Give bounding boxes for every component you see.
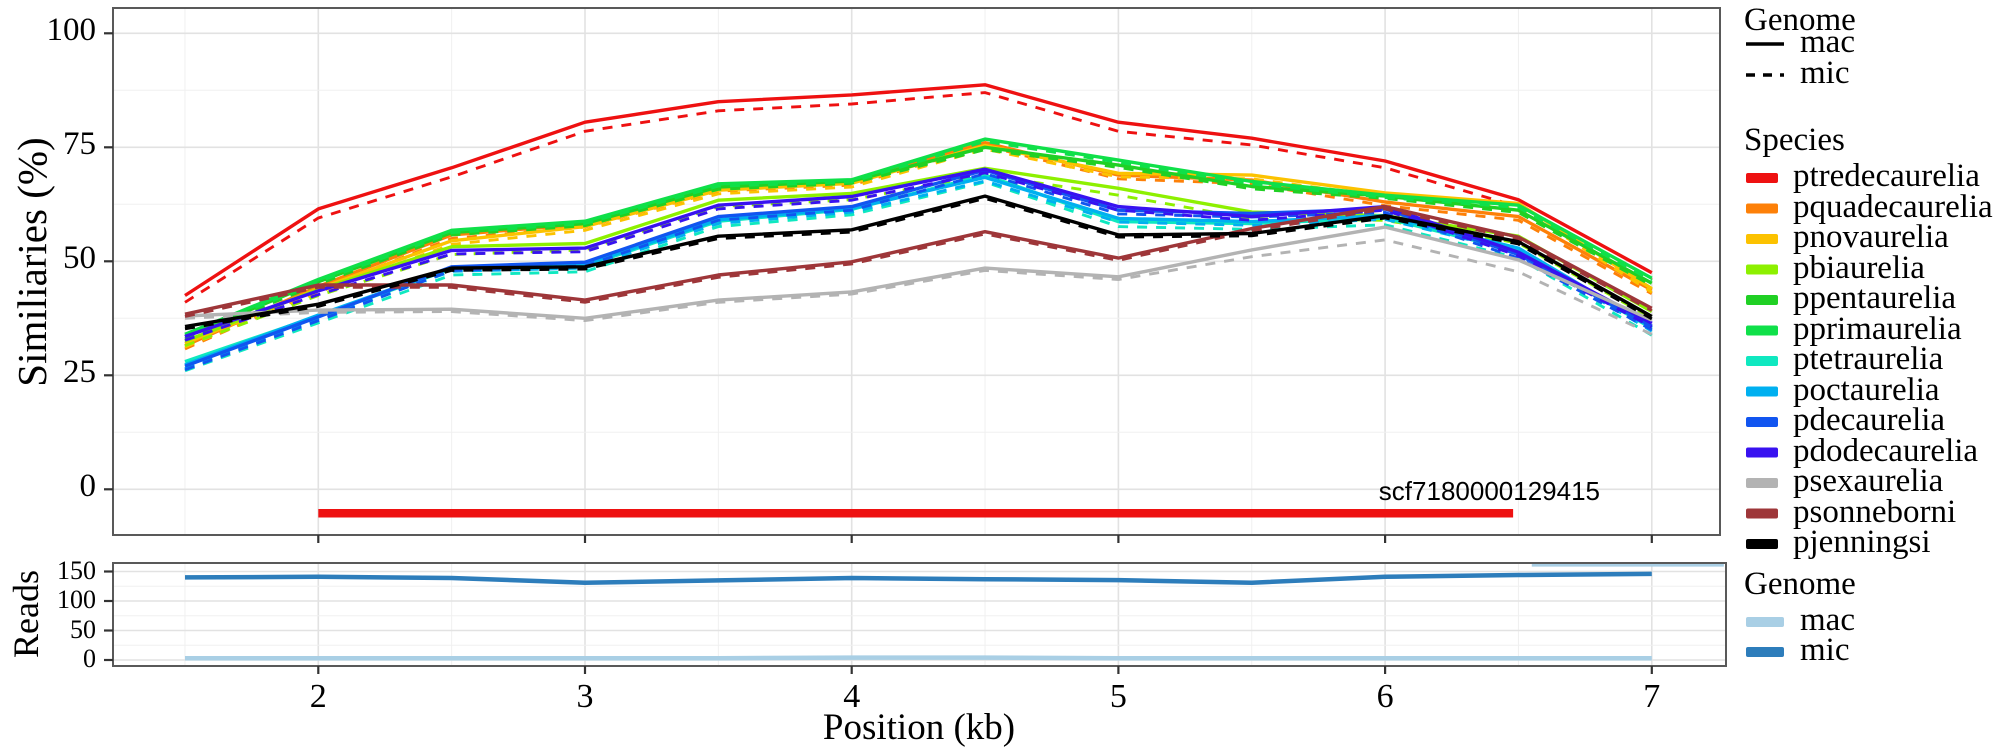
x-tick-label-7: 7 bbox=[1643, 678, 1661, 715]
x-tick-label-4: 4 bbox=[843, 678, 861, 715]
reads-line-mac bbox=[185, 655, 1652, 661]
legend-species-label-ptetraurelia: ptetraurelia bbox=[1793, 341, 1944, 377]
legend-species-title: Species bbox=[1744, 122, 1845, 158]
y-tick-label-25: 25 bbox=[63, 354, 96, 391]
legend-species-label-pdodecaurelia: pdodecaurelia bbox=[1793, 432, 1979, 469]
legend-reads-key-mic bbox=[1746, 647, 1784, 657]
legend-genome-title: Genome bbox=[1744, 2, 1856, 38]
main-panel-border bbox=[112, 7, 1721, 536]
legend-species-label-poctaurelia: poctaurelia bbox=[1793, 371, 1940, 408]
reads-tick-label-0: 0 bbox=[83, 644, 96, 673]
legend-species-key-ptetraurelia bbox=[1746, 356, 1778, 366]
scaffold-annotation-label: scf7180000129415 bbox=[1378, 476, 1600, 506]
legend-species-label-pbiaurelia: pbiaurelia bbox=[1793, 249, 1925, 286]
legend-species-key-pnovaurelia bbox=[1746, 234, 1778, 244]
legend-species-label-pquadecaurelia: pquadecaurelia bbox=[1793, 188, 1993, 225]
series-line-mic-ppentaurelia bbox=[184, 148, 1653, 341]
reads-tick-label-150: 150 bbox=[57, 555, 96, 585]
series-line-mac-psonneborni bbox=[184, 204, 1653, 316]
legend-species-key-pbiaurelia bbox=[1746, 264, 1778, 275]
legend-species-key-poctaurelia bbox=[1746, 386, 1778, 397]
legend-reads-key-mac bbox=[1746, 617, 1784, 627]
legend-species-label-ppentaurelia: ppentaurelia bbox=[1793, 280, 1957, 316]
series-line-mic-poctaurelia bbox=[184, 179, 1653, 370]
y-tick-label-0: 0 bbox=[79, 468, 97, 505]
series-line-mac-pjenningsi bbox=[184, 194, 1653, 329]
legend-species-label-pjenningsi: pjenningsi bbox=[1793, 524, 1931, 560]
series-line-mic-pjenningsi bbox=[184, 196, 1653, 331]
series-line-mac-ptredecaurelia bbox=[184, 83, 1653, 297]
legend-species-label-psexaurelia: psexaurelia bbox=[1793, 463, 1944, 499]
legend-reads-genome-title: Genome bbox=[1744, 566, 1856, 602]
y-tick-label-75: 75 bbox=[63, 126, 96, 163]
legend-species-key-pdecaurelia bbox=[1746, 417, 1778, 427]
legend-species-key-psexaurelia bbox=[1746, 478, 1778, 488]
reads-tick-label-50: 50 bbox=[70, 614, 96, 644]
legend-species-key-pjenningsi bbox=[1746, 539, 1778, 549]
legend-species-key-pdodecaurelia bbox=[1746, 447, 1778, 458]
reads-panel-border bbox=[112, 562, 1727, 667]
x-tick-label-5: 5 bbox=[1109, 678, 1127, 715]
legend-species-label-psonneborni: psonneborni bbox=[1793, 493, 1957, 530]
legend-species-key-pquadecaurelia bbox=[1746, 203, 1778, 214]
legend-species-label-pdecaurelia: pdecaurelia bbox=[1793, 402, 1946, 438]
legend-species-key-ptredecaurelia bbox=[1746, 173, 1778, 183]
reads-tick-label-100: 100 bbox=[57, 585, 96, 614]
series-line-mic-psonneborni bbox=[184, 207, 1653, 318]
y-tick-label-50: 50 bbox=[63, 240, 96, 277]
legend-reads-label-mac: mac bbox=[1800, 602, 1855, 638]
reads-line-mic bbox=[184, 571, 1652, 585]
legend-genome-label-mic: mic bbox=[1800, 55, 1850, 91]
series-line-mic-pprimaurelia bbox=[184, 139, 1653, 338]
legend-species-label-pprimaurelia: pprimaurelia bbox=[1793, 310, 1962, 347]
x-tick-label-6: 6 bbox=[1376, 678, 1394, 715]
x-tick-label-3: 3 bbox=[576, 678, 594, 715]
legend-species-key-pprimaurelia bbox=[1746, 325, 1778, 336]
y-tick-label-100: 100 bbox=[46, 12, 97, 49]
series-line-mic-ptredecaurelia bbox=[184, 91, 1653, 304]
x-axis-title: Position (kb) bbox=[822, 707, 1016, 748]
legend-genome-label-mac: mac bbox=[1800, 24, 1855, 60]
series-line-mac-psexaurelia bbox=[184, 225, 1653, 322]
legend-species-label-pnovaurelia: pnovaurelia bbox=[1793, 219, 1949, 255]
legend-species-key-ppentaurelia bbox=[1746, 295, 1778, 305]
x-tick-label-2: 2 bbox=[309, 678, 327, 715]
legend-reads-label-mic: mic bbox=[1800, 632, 1850, 668]
legend-species-label-ptredecaurelia: ptredecaurelia bbox=[1793, 158, 1980, 194]
series-line-mac-pprimaurelia bbox=[184, 137, 1653, 336]
scaffold-annotation-bar bbox=[318, 509, 1514, 518]
series-line-mic-ptetraurelia bbox=[184, 180, 1653, 373]
legend-species-key-psonneborni bbox=[1746, 508, 1778, 519]
